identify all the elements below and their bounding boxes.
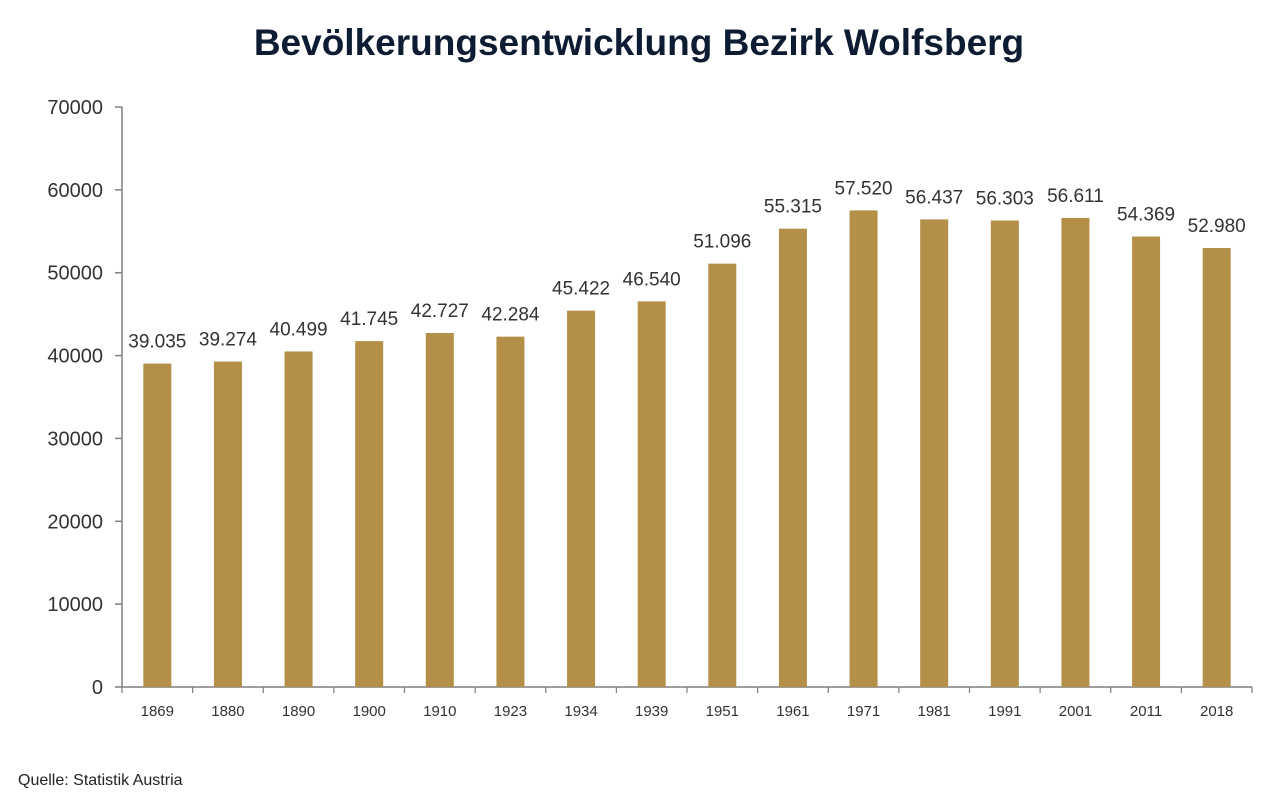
x-tick-label: 2011: [1130, 703, 1162, 720]
data-label: 46.540: [623, 269, 681, 290]
x-tick-label: 1923: [494, 703, 527, 720]
y-tick-label: 60000: [47, 180, 103, 202]
bar: [1202, 248, 1231, 687]
bar: [920, 219, 949, 687]
data-label: 57.520: [835, 178, 893, 199]
bars: [143, 210, 1231, 688]
data-label: 41.745: [340, 309, 398, 330]
data-label: 56.437: [905, 187, 963, 208]
data-label: 45.422: [552, 279, 610, 300]
y-tick-label: 40000: [47, 346, 103, 368]
x-tick-label: 1961: [776, 703, 809, 720]
data-label: 56.611: [1047, 186, 1104, 207]
source-note: Quelle: Statistik Austria: [18, 772, 183, 789]
x-tick-label: 1890: [282, 703, 315, 720]
data-label: 39.274: [199, 330, 258, 351]
x-tick-label: 1991: [988, 703, 1021, 720]
data-label: 39.035: [128, 332, 186, 353]
data-label: 40.499: [270, 319, 328, 340]
x-tick-label: 1934: [564, 703, 597, 720]
x-tick-label: 1900: [353, 703, 386, 720]
data-label: 42.284: [481, 305, 540, 326]
data-label: 56.303: [976, 188, 1034, 209]
bar: [143, 363, 172, 687]
bar: [567, 310, 596, 687]
bar: [425, 332, 454, 687]
bar: [213, 361, 242, 687]
data-label: 54.369: [1117, 205, 1175, 226]
x-tick-label: 1939: [635, 703, 668, 720]
x-tick-label: 1869: [141, 703, 174, 720]
bar: [1132, 236, 1161, 687]
bar: [637, 301, 666, 687]
bar: [284, 351, 313, 687]
y-tick-label: 70000: [47, 97, 103, 119]
y-tick-label: 50000: [47, 263, 103, 285]
bar: [1061, 217, 1090, 687]
bar: [708, 263, 737, 687]
x-tick-label: 1981: [918, 703, 951, 720]
axes: 0 10000 20000 30000 40000 50000 60000 70000 1869…: [47, 97, 1253, 720]
data-label: 51.096: [693, 232, 751, 253]
x-tick-label: 2001: [1059, 703, 1092, 720]
x-tick-label: 1951: [706, 703, 739, 720]
y-tick-label: 0: [92, 677, 103, 699]
bar: [990, 220, 1019, 687]
data-label: 42.727: [411, 301, 469, 322]
chart-title: Bevölkerungsentwicklung Bezirk Wolfsberg: [253, 22, 1025, 63]
bar: [778, 228, 807, 687]
x-tick-label: 2018: [1200, 703, 1233, 720]
y-tick-label: 30000: [47, 428, 103, 450]
data-label: 52.980: [1188, 216, 1246, 237]
bar: [355, 341, 384, 687]
bar: [496, 336, 525, 687]
x-tick-label: 1971: [847, 703, 880, 720]
data-labels: 39.035 39.274 40.499 41.745 42.727 42.284 45.4…: [128, 178, 1246, 352]
y-tick-label: 20000: [47, 511, 103, 533]
x-tick-label: 1910: [423, 703, 456, 720]
y-tick-label: 10000: [47, 594, 103, 616]
x-tick-label: 1880: [211, 703, 244, 720]
bar: [849, 210, 878, 688]
data-label: 55.315: [764, 197, 822, 218]
